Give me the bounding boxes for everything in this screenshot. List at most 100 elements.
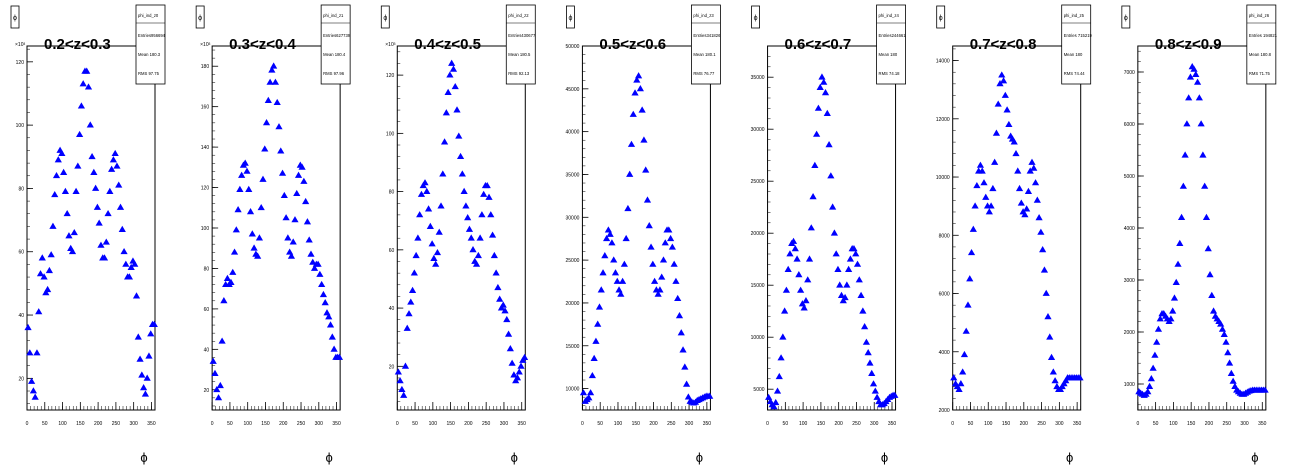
data-point — [209, 357, 217, 364]
data-point — [832, 250, 840, 257]
data-point — [282, 214, 290, 221]
x-tick-label: 150 — [1002, 421, 1011, 427]
data-point — [1051, 377, 1059, 384]
corner-label: ϕ — [198, 15, 202, 22]
data-point — [261, 145, 269, 152]
data-point — [650, 277, 659, 284]
data-point — [608, 239, 616, 246]
data-point — [816, 83, 824, 90]
stats-text-3: RMS 76.77 — [693, 71, 715, 76]
y-tick-label: 50000 — [566, 44, 580, 50]
data-point — [432, 260, 440, 267]
x-tick-label: 100 — [244, 421, 253, 427]
data-point — [234, 206, 242, 213]
data-point — [271, 78, 280, 85]
x-tick-label: 50 — [968, 421, 974, 427]
data-point — [629, 110, 637, 117]
data-point — [1218, 325, 1227, 332]
data-point — [1147, 375, 1155, 382]
x-axis-label: ϕ — [325, 450, 332, 465]
data-point — [273, 98, 281, 106]
plot-frame — [26, 45, 156, 411]
stats-text-0: phi_ind_z0 — [138, 13, 159, 18]
x-tick-label: 300 — [315, 421, 324, 427]
data-point — [959, 368, 967, 375]
data-point — [485, 193, 493, 200]
data-point — [54, 156, 62, 163]
x-tick-label: 300 — [1055, 421, 1064, 427]
data-point — [275, 123, 283, 130]
data-point — [394, 368, 402, 375]
y-tick-label: 30000 — [566, 215, 580, 221]
data-point — [122, 260, 130, 267]
data-point — [827, 172, 835, 179]
y-tick-label: 6000 — [1124, 122, 1135, 128]
y-tick-label: 40 — [18, 313, 24, 319]
data-point — [985, 208, 993, 215]
data-point — [262, 119, 271, 126]
data-point — [442, 109, 450, 116]
data-point — [40, 273, 48, 280]
data-point — [496, 295, 504, 302]
x-tick-label: 350 — [518, 421, 527, 427]
data-point — [303, 218, 312, 225]
data-point — [994, 100, 1002, 107]
data-point — [855, 276, 863, 283]
data-point — [586, 389, 595, 396]
stats-text-1: Entries430677 — [508, 33, 536, 38]
data-point — [93, 203, 101, 210]
data-point — [579, 389, 588, 396]
x-tick-label: 50 — [783, 421, 789, 427]
data-point — [1204, 245, 1212, 252]
y-tick-label: 100 — [201, 226, 210, 232]
data-point — [1176, 239, 1184, 246]
data-point — [845, 265, 853, 272]
data-point — [65, 232, 73, 239]
data-point — [1015, 184, 1024, 192]
y-tick-label: 6000 — [939, 292, 950, 298]
y-exponent-label: ×10³ — [200, 42, 210, 48]
corner-label: ϕ — [13, 15, 17, 22]
data-point — [1174, 260, 1182, 267]
data-point — [1225, 359, 1234, 366]
x-tick-label: 0 — [396, 421, 399, 427]
data-point — [444, 88, 452, 95]
data-point — [86, 121, 94, 128]
y-tick-label: 140 — [201, 145, 210, 151]
x-tick-label: 100 — [799, 421, 808, 427]
data-point — [1154, 325, 1163, 332]
data-point — [1026, 167, 1034, 174]
data-point — [335, 353, 344, 360]
data-point — [823, 109, 831, 116]
data-point — [588, 371, 596, 379]
data-point — [821, 89, 830, 96]
data-point — [287, 252, 296, 259]
data-point — [109, 156, 117, 163]
data-point — [786, 250, 794, 257]
data-point — [31, 393, 39, 400]
x-tick-label: 50 — [412, 421, 418, 427]
y-tick-label: 14000 — [936, 59, 950, 65]
x-tick-label: 300 — [685, 421, 694, 427]
data-point — [706, 392, 714, 399]
data-point — [323, 309, 331, 316]
data-point — [866, 359, 874, 366]
data-point — [611, 269, 620, 276]
data-point — [150, 320, 158, 327]
data-point — [992, 129, 1001, 136]
x-tick-label: 0 — [766, 421, 769, 427]
data-point — [92, 184, 100, 191]
data-point — [104, 209, 112, 217]
x-tick-label: 150 — [817, 421, 826, 427]
x-tick-label: 0 — [26, 421, 29, 427]
data-point — [513, 374, 522, 381]
data-point — [307, 250, 315, 257]
data-point — [996, 80, 1004, 87]
corner-label: ϕ — [939, 15, 943, 22]
data-point — [400, 391, 408, 398]
data-point — [1170, 294, 1179, 301]
stats-box — [505, 4, 536, 85]
data-point — [460, 187, 468, 194]
data-point — [814, 104, 823, 111]
data-point — [969, 225, 977, 232]
